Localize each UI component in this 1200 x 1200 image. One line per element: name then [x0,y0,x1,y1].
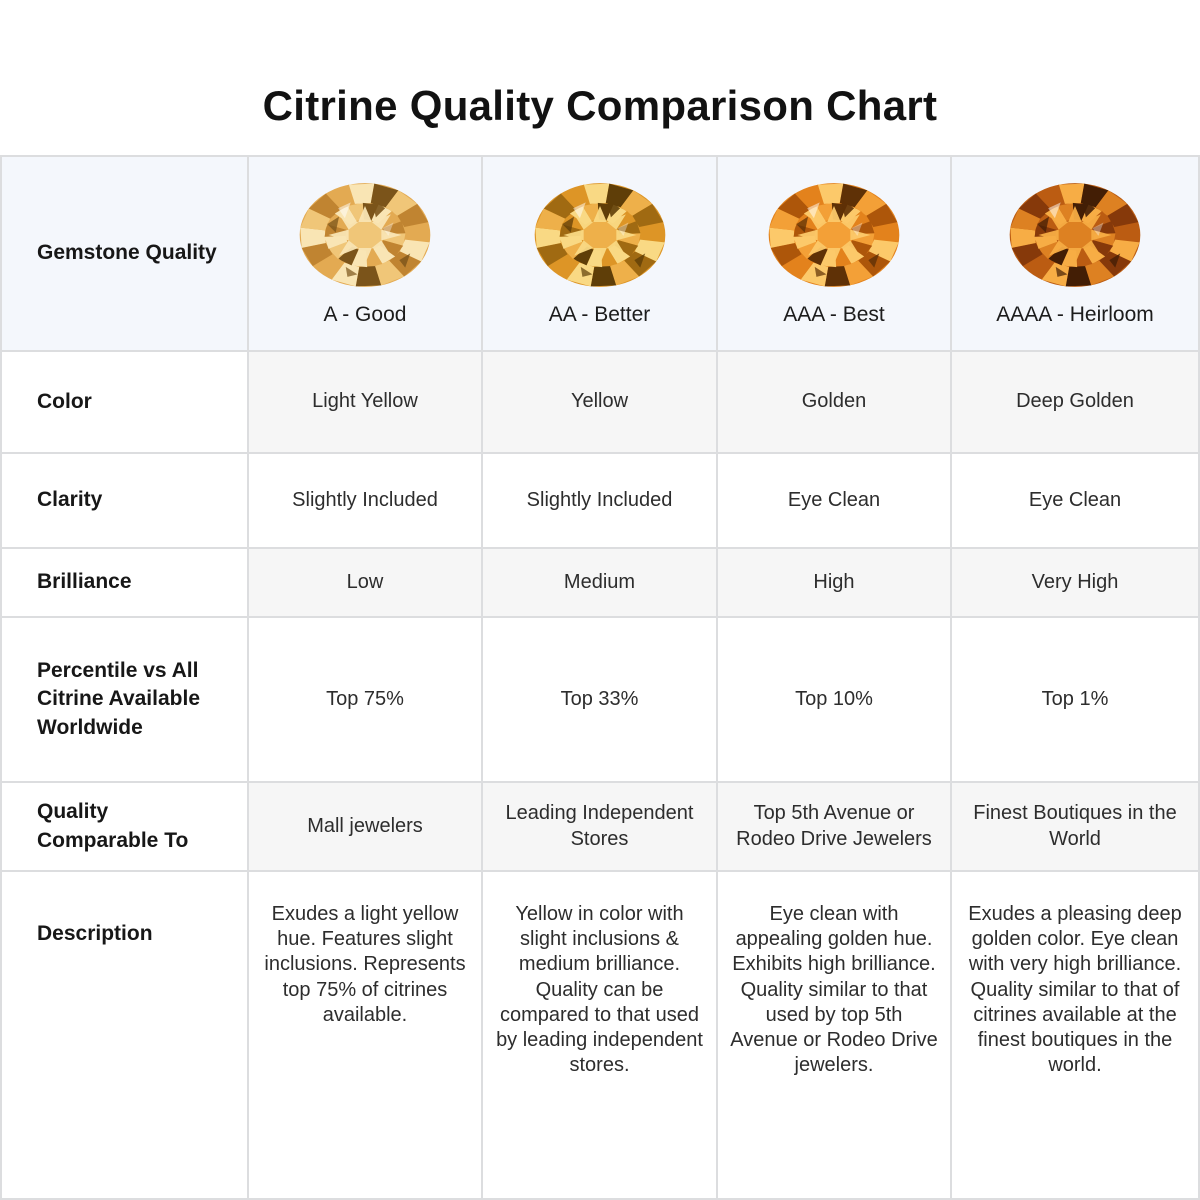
cell-description-aa: Yellow in color with slight inclusions &… [483,872,718,1200]
cell-color-a: Light Yellow [249,352,483,454]
cell-color-aa: Yellow [483,352,718,454]
grade-label-a: A - Good [323,303,407,326]
row-label-percentile: Percentile vs All Citrine Available Worl… [2,618,249,783]
cell-clarity-aaaa: Eye Clean [952,454,1200,549]
cell-brilliance-aa: Medium [483,549,718,618]
cell-color-aaa: Golden [718,352,952,454]
cell-percentile-aa: Top 33% [483,618,718,783]
citrine-gem-aaaa-icon [1008,180,1142,290]
cell-clarity-aaa: Eye Clean [718,454,952,549]
comparison-table: Gemstone Quality A - Good AA - Better AA… [0,155,1200,1200]
cell-percentile-aaa: Top 10% [718,618,952,783]
row-label-quality-comparable: Quality Comparable To [2,783,249,872]
cell-description-aaaa: Exudes a pleasing deep golden color. Eye… [952,872,1200,1200]
grade-header-cell-a: A - Good [249,157,483,352]
citrine-gem-a-icon [298,180,432,290]
grade-label-aa: AA - Better [548,303,651,326]
row-label-brilliance: Brilliance [2,549,249,618]
grade-label-aaaa: AAAA - Heirloom [996,303,1154,326]
cell-clarity-aa: Slightly Included [483,454,718,549]
cell-percentile-aaaa: Top 1% [952,618,1200,783]
cell-brilliance-aaa: High [718,549,952,618]
row-label-clarity: Clarity [2,454,249,549]
row-label-description: Description [2,872,249,1200]
cell-description-a: Exudes a light yellow hue. Features slig… [249,872,483,1200]
cell-brilliance-aaaa: Very High [952,549,1200,618]
grade-header-cell-aaaa: AAAA - Heirloom [952,157,1200,352]
cell-comparable-aa: Leading Independent Stores [483,783,718,872]
grade-label-aaa: AAA - Best [783,303,885,326]
page-title: Citrine Quality Comparison Chart [262,81,938,129]
citrine-gem-aa-icon [533,180,667,290]
cell-comparable-aaaa: Finest Boutiques in the World [952,783,1200,872]
citrine-gem-aaa-icon [767,180,901,290]
cell-percentile-a: Top 75% [249,618,483,783]
corner-cell-gemstone-quality: Gemstone Quality [2,157,249,352]
cell-color-aaaa: Deep Golden [952,352,1200,454]
cell-clarity-a: Slightly Included [249,454,483,549]
cell-description-aaa: Eye clean with appealing golden hue. Exh… [718,872,952,1200]
cell-comparable-a: Mall jewelers [249,783,483,872]
grade-header-cell-aaa: AAA - Best [718,157,952,352]
row-label-color: Color [2,352,249,454]
cell-brilliance-a: Low [249,549,483,618]
grade-header-cell-aa: AA - Better [483,157,718,352]
cell-comparable-aaa: Top 5th Avenue or Rodeo Drive Jewelers [718,783,952,872]
